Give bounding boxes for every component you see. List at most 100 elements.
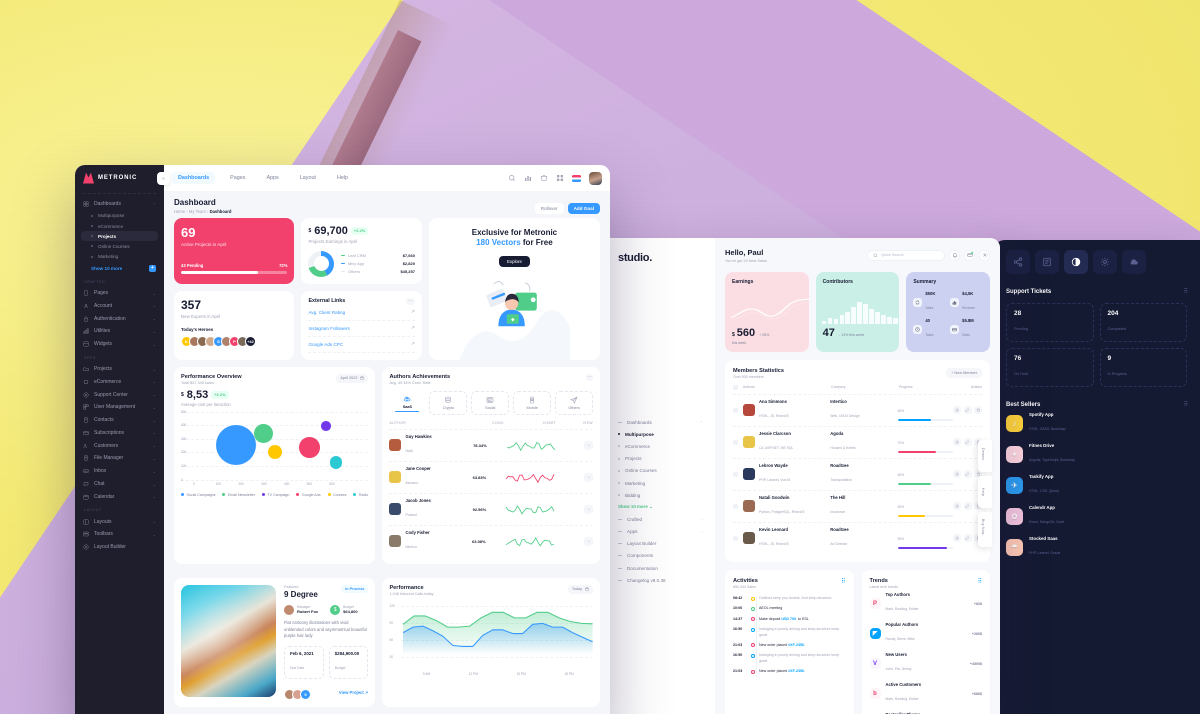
nav-item-marketing[interactable]: Marketing <box>618 477 715 489</box>
row-checkbox[interactable] <box>733 407 738 413</box>
explore-button[interactable]: Explore <box>499 256 530 268</box>
sidebar-subitem-projects[interactable]: Projects <box>81 231 158 242</box>
ticket-card-onhold[interactable]: 76 On Hold <box>1006 348 1094 387</box>
more-options-icon[interactable]: ⋯ <box>586 373 593 381</box>
table-row[interactable]: Kevin Leonard HTML, JS, ReactJS RoadGee Art… <box>733 521 982 554</box>
sidebar-subitem-multipurpose[interactable]: Multipurpose <box>75 211 164 221</box>
row-checkbox[interactable] <box>733 503 738 509</box>
tab-apps[interactable]: Apps <box>266 175 279 181</box>
nav-item-changelog-v8-0-38[interactable]: Changelog v8.0.38 <box>618 574 715 586</box>
pencil-icon[interactable] <box>963 470 972 478</box>
eye-icon[interactable] <box>953 470 961 478</box>
sidebar-item-inbox[interactable]: Inbox ⌄ <box>75 465 164 478</box>
show-more-button[interactable]: Show 10 more + <box>75 262 164 275</box>
row-checkbox[interactable] <box>733 439 738 445</box>
bell-icon[interactable] <box>949 249 960 261</box>
nav-item-crafted[interactable]: Crafted › <box>618 513 715 525</box>
flag-icon[interactable] <box>572 174 581 182</box>
nav-item-documentation[interactable]: Documentation <box>618 562 715 574</box>
breadcrumb-mid[interactable]: My Team <box>188 208 206 214</box>
view-button[interactable]: → <box>583 440 593 450</box>
eye-icon[interactable] <box>953 438 961 446</box>
external-link[interactable]: Google Ads CPC ↗ <box>308 337 415 353</box>
inbox-icon[interactable] <box>964 249 975 261</box>
settings-icon[interactable] <box>979 249 990 261</box>
sidebar-item-support-center[interactable]: Support Center ⌄ <box>75 388 164 401</box>
pencil-icon[interactable] <box>963 502 972 510</box>
pencil-icon[interactable] <box>963 534 972 542</box>
bestseller-row[interactable]: ☂ Stocked Saas PHP, Laravel, Oracle <box>1006 532 1187 563</box>
more-options-icon[interactable]: ⠿ <box>841 578 846 585</box>
sidebar-item-widgets[interactable]: Widgets ⌄ <box>75 338 164 351</box>
view-button[interactable]: → <box>584 504 593 514</box>
sidebar-item-file-manager[interactable]: File Manager ⌄ <box>75 452 164 465</box>
new-experts-card[interactable]: 357 New Experts in April Today's Heroes … <box>174 290 295 360</box>
sidebar-item-subscriptions[interactable]: Subscriptions ⌄ <box>75 427 164 440</box>
more-options-icon[interactable]: ⠿ <box>1183 402 1189 408</box>
vtab-help[interactable]: Help <box>978 476 992 508</box>
pencil-icon[interactable] <box>963 406 972 414</box>
bubble-email-newsletter[interactable] <box>253 423 273 443</box>
nav-item-ecommerce[interactable]: eCommerce <box>618 440 715 452</box>
sidebar-item-dashboards[interactable]: Dashboards ⌃ <box>75 198 164 211</box>
active-projects-card[interactable]: 69 Active Projects in April 43 Pending 7… <box>174 217 295 284</box>
kpi-summary[interactable]: Summary $50K Sales $4,5K Revenue 40 Tasks $5.8… <box>906 271 990 352</box>
nav-item-bidding[interactable]: Bidding <box>618 489 715 501</box>
trend-row[interactable]: b Active Customers Mark, Rowling, Esther +6… <box>869 679 982 709</box>
ticket-card-inprogress[interactable]: 9 In Progress <box>1099 348 1187 387</box>
sidebar-subitem-marketing[interactable]: Marketing <box>75 252 164 262</box>
quick-search-input[interactable]: Quick Search <box>867 249 945 261</box>
view-project-link[interactable]: View Project ↗ <box>338 690 369 696</box>
tab-pages[interactable]: Pages <box>230 175 246 181</box>
heroes-overflow[interactable]: +42 <box>245 335 256 347</box>
sidebar-item-layouts[interactable]: Layouts ⌄ <box>75 515 164 528</box>
sidebar-item-projects[interactable]: Projects ⌄ <box>75 363 164 376</box>
grid-icon[interactable] <box>556 174 564 182</box>
trend-row[interactable]: KBestseller ThemeDisco, Retro, Sports+72… <box>870 709 983 714</box>
kpi-contributors[interactable]: Contributors 47 - 13% this week <box>815 271 900 352</box>
bubble-tv-campaign[interactable] <box>321 420 331 431</box>
vtab-demos[interactable]: Demos <box>978 440 992 472</box>
ticket-card-pending[interactable]: 28 Pending <box>1006 303 1094 342</box>
trend-row[interactable]: ◤ Popular Authors Randy, Steve, Mike +280$ <box>869 619 982 649</box>
sidebar-item-authentication[interactable]: Authentication ⌄ <box>75 312 164 325</box>
sidebar-item-customers[interactable]: Customers ⌄ <box>75 439 164 452</box>
nav-item-apps[interactable]: Apps › <box>618 526 715 538</box>
select-all-checkbox[interactable] <box>733 384 738 390</box>
authors-tab-mobile[interactable]: Mobile <box>513 390 552 415</box>
bubble-courses[interactable] <box>268 445 283 460</box>
bubble-radio[interactable] <box>329 456 343 469</box>
authors-tab-others[interactable]: Others <box>555 390 593 415</box>
sidebar-item-account[interactable]: Account ⌄ <box>75 300 164 313</box>
vtab-buy-now[interactable]: Buy Now <box>978 512 992 547</box>
new-member-button[interactable]: + New Member <box>946 367 982 378</box>
tab-layout[interactable]: Layout <box>299 175 316 181</box>
authors-tab-saas[interactable]: SaaS <box>389 391 425 415</box>
sidebar-item-calendar[interactable]: Calendar ⌄ <box>75 490 164 503</box>
table-row[interactable]: Guy Hawkins Haiti 78.34% → <box>389 428 593 461</box>
bestseller-row[interactable]: ✈ Taskify App HTML, CSS, jQuery <box>1006 470 1187 501</box>
tab-list[interactable] <box>1035 250 1059 274</box>
nav-item-online-courses[interactable]: Online Courses <box>618 465 715 477</box>
tab-gear[interactable] <box>1093 250 1117 274</box>
table-row[interactable]: Jessie Clarcson C#, ASP.NET, MS SQL Agoda H… <box>733 425 982 458</box>
sidebar-item-chat[interactable]: Chat ⌄ <box>75 478 164 491</box>
sidebar-collapse-button[interactable]: « <box>157 172 170 185</box>
sidebar-item-layout-builder[interactable]: Layout Builder <box>75 541 164 554</box>
external-link[interactable]: Instagram Followers ↗ <box>308 321 415 337</box>
tab-help[interactable]: Help <box>336 175 349 181</box>
eye-icon[interactable] <box>953 406 961 414</box>
eye-icon[interactable] <box>953 502 961 510</box>
trash-icon[interactable] <box>974 406 982 414</box>
authors-tab-crypto[interactable]: Crypto <box>429 390 468 415</box>
bestseller-row[interactable]: ♪ Spotify App HTML, SASS, Bootstrap <box>1006 408 1187 439</box>
more-options-icon[interactable]: ⠿ <box>1183 289 1189 295</box>
sidebar-item-ecommerce[interactable]: eCommerce ⌄ <box>75 375 164 388</box>
row-checkbox[interactable] <box>733 535 738 541</box>
trend-row[interactable]: P Top Authors Mark, Rowling, Esther +82$ <box>869 589 982 619</box>
table-row[interactable]: Ana Simmons HTML, JS, ReactJS Intertico Web… <box>733 393 982 426</box>
metronic-logo[interactable]: METRONIC <box>75 165 164 191</box>
avatar[interactable] <box>589 171 602 185</box>
table-row[interactable]: Natali Goodwin Python, PostgreSQL, ReactJ… <box>733 489 982 522</box>
trash-icon[interactable] <box>974 470 982 478</box>
